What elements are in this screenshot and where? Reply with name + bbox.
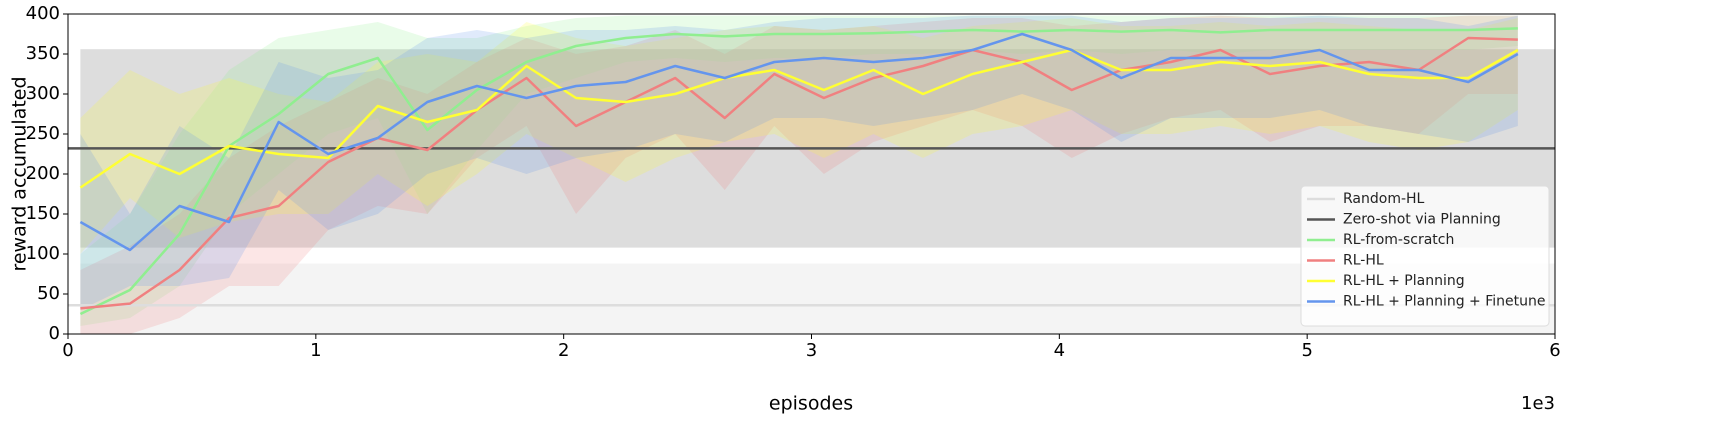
series-line [79, 32, 1519, 252]
y-tick-label: 150 [26, 203, 60, 224]
series-line [79, 48, 1519, 189]
y-tick-label: 350 [26, 43, 60, 64]
confidence-band [80, 15, 1518, 334]
x-tick-label: 2 [558, 340, 569, 361]
legend-label: Random-HL [1343, 191, 1425, 207]
legend-label: Zero-shot via Planning [1343, 212, 1501, 228]
y-tick-label: 100 [26, 243, 60, 264]
x-tick-label: 1 [310, 340, 321, 361]
legend-label: RL-HL + Planning [1343, 273, 1465, 289]
x-tick-label: 4 [1054, 340, 1065, 361]
legend-frame [1300, 185, 1550, 327]
series-line [79, 27, 1518, 316]
legend: Random-HL Zero-shot via Planning RL-from-s… [1300, 185, 1550, 327]
x-tick-label: 5 [1301, 340, 1312, 361]
y-tick-label: 0 [49, 323, 60, 344]
confidence-band [80, 15, 1518, 310]
legend-label: RL-HL + Planning + Finetune [1343, 294, 1546, 310]
legend-label: RL-from-scratch [1343, 232, 1454, 248]
y-tick-label: 200 [26, 163, 60, 184]
x-tick-label: 6 [1549, 340, 1560, 361]
y-tick-label: 300 [26, 83, 60, 104]
x-tick-label: 3 [806, 340, 817, 361]
x-offset-label: 1e3 [1521, 393, 1555, 414]
x-axis-label: episodes [769, 393, 853, 415]
confidence-band [80, 15, 1518, 326]
series-line [80, 36, 1518, 310]
y-axis-label: reward accumulated [9, 76, 31, 271]
legend-label: RL-HL [1343, 253, 1384, 269]
x-tick-label: 0 [62, 340, 73, 361]
y-tick-label: 50 [37, 283, 60, 304]
y-tick-label: 400 [26, 3, 60, 24]
plot-area [68, 15, 1555, 334]
y-tick-label: 250 [26, 123, 60, 144]
confidence-band [80, 18, 1518, 254]
